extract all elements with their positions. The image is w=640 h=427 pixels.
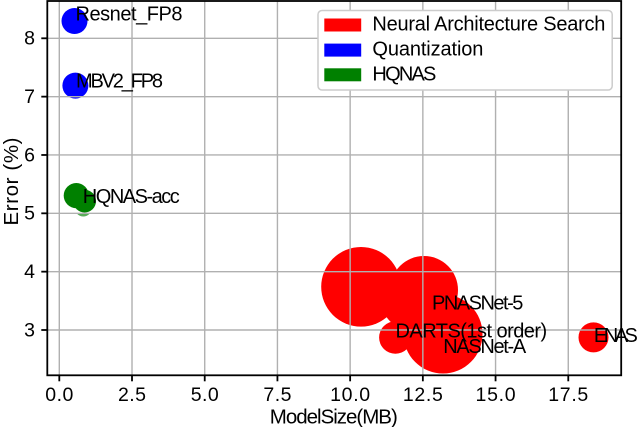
svg-text:7.5: 7.5 xyxy=(263,384,291,406)
svg-text:5: 5 xyxy=(24,203,35,225)
svg-text:HQNAS: HQNAS xyxy=(372,63,436,85)
svg-text:Neural Architecture Search: Neural Architecture Search xyxy=(372,14,605,36)
svg-text:ModelSize(MB): ModelSize(MB) xyxy=(270,406,398,427)
svg-text:HQNAS-acc: HQNAS-acc xyxy=(83,186,180,208)
svg-text:2.5: 2.5 xyxy=(118,384,146,406)
svg-text:10.0: 10.0 xyxy=(330,384,370,406)
svg-text:Resnet_FP8: Resnet_FP8 xyxy=(76,4,183,26)
svg-text:PNASNet-5: PNASNet-5 xyxy=(432,293,523,315)
svg-text:12.5: 12.5 xyxy=(403,384,443,406)
svg-text:3: 3 xyxy=(24,319,35,341)
svg-text:7: 7 xyxy=(24,86,35,108)
svg-text:6: 6 xyxy=(24,144,35,166)
svg-text:MBV2_FP8: MBV2_FP8 xyxy=(76,71,163,93)
svg-text:NASNet-A: NASNet-A xyxy=(443,336,527,358)
svg-text:Error (%): Error (%) xyxy=(0,138,23,226)
svg-text:5.0: 5.0 xyxy=(191,384,219,406)
svg-text:17.5: 17.5 xyxy=(548,384,588,406)
svg-text:Quantization: Quantization xyxy=(372,38,483,60)
svg-text:4: 4 xyxy=(24,261,35,283)
svg-text:ENAS: ENAS xyxy=(594,325,638,347)
svg-text:DARTS(1st order): DARTS(1st order) xyxy=(396,320,548,342)
svg-text:8: 8 xyxy=(24,28,35,50)
svg-text:15.0: 15.0 xyxy=(476,384,516,406)
svg-text:0.0: 0.0 xyxy=(45,384,73,406)
